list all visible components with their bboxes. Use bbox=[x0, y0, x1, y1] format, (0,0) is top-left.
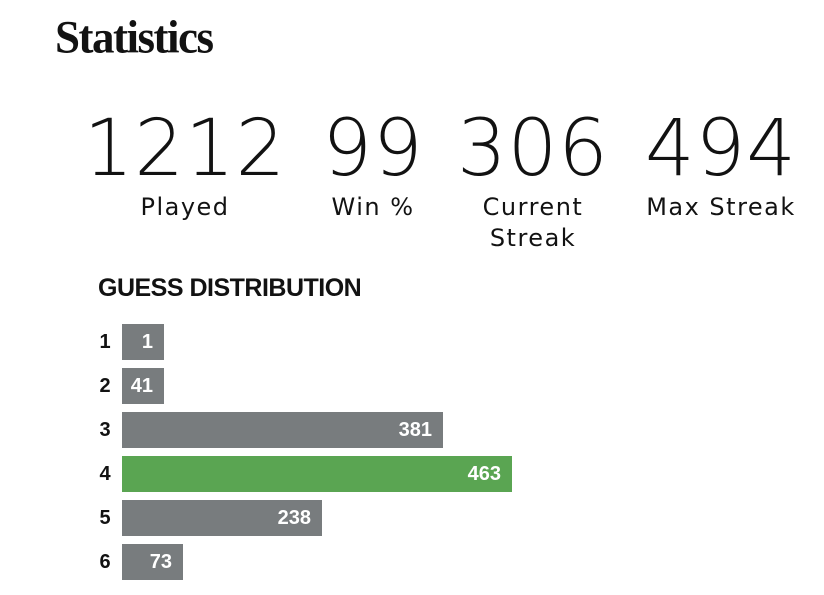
distribution-row: 2 41 bbox=[97, 368, 797, 404]
distribution-bar: 381 bbox=[122, 412, 443, 448]
stat-max-streak-label: Max Streak bbox=[646, 193, 796, 221]
guess-number: 2 bbox=[99, 375, 111, 397]
stat-max-streak-value: 494 bbox=[645, 104, 797, 194]
guess-number: 4 bbox=[99, 463, 111, 485]
stat-win-percent-value: 99 bbox=[322, 104, 424, 194]
page-title: Statistics bbox=[55, 11, 214, 64]
stat-win-percent: 99 Win % bbox=[315, 108, 431, 223]
stat-played-label: Played bbox=[140, 193, 230, 221]
stat-current-streak-value: 306 bbox=[457, 104, 609, 194]
distribution-bar: 238 bbox=[122, 500, 322, 536]
distribution-row: 1 1 bbox=[97, 324, 797, 360]
guess-number: 6 bbox=[99, 551, 111, 573]
distribution-row: 6 73 bbox=[97, 544, 797, 580]
stat-current-streak-label-line1: Current bbox=[482, 193, 584, 221]
stat-current-streak-label: Current Streak bbox=[448, 192, 618, 254]
distribution-row: 3 381 bbox=[97, 412, 797, 448]
guess-distribution-heading: GUESS DISTRIBUTION bbox=[98, 274, 362, 302]
distribution-row: 4 463 bbox=[97, 456, 797, 492]
distribution-bar: 463 bbox=[122, 456, 512, 492]
stat-current-streak: 306 Current Streak bbox=[448, 108, 618, 254]
stat-current-streak-label-line2: Streak bbox=[489, 224, 577, 252]
stat-max-streak: 494 Max Streak bbox=[636, 108, 806, 223]
guess-number: 3 bbox=[99, 419, 111, 441]
guess-number: 5 bbox=[99, 507, 111, 529]
distribution-bar: 73 bbox=[122, 544, 183, 580]
stat-win-percent-label: Win % bbox=[331, 193, 415, 221]
guess-number: 1 bbox=[99, 331, 111, 353]
stat-played-value: 1212 bbox=[83, 104, 287, 194]
distribution-bar: 1 bbox=[122, 324, 164, 360]
distribution-row: 5 238 bbox=[97, 500, 797, 536]
distribution-bar: 41 bbox=[122, 368, 164, 404]
stat-played: 1212 Played bbox=[78, 108, 292, 223]
